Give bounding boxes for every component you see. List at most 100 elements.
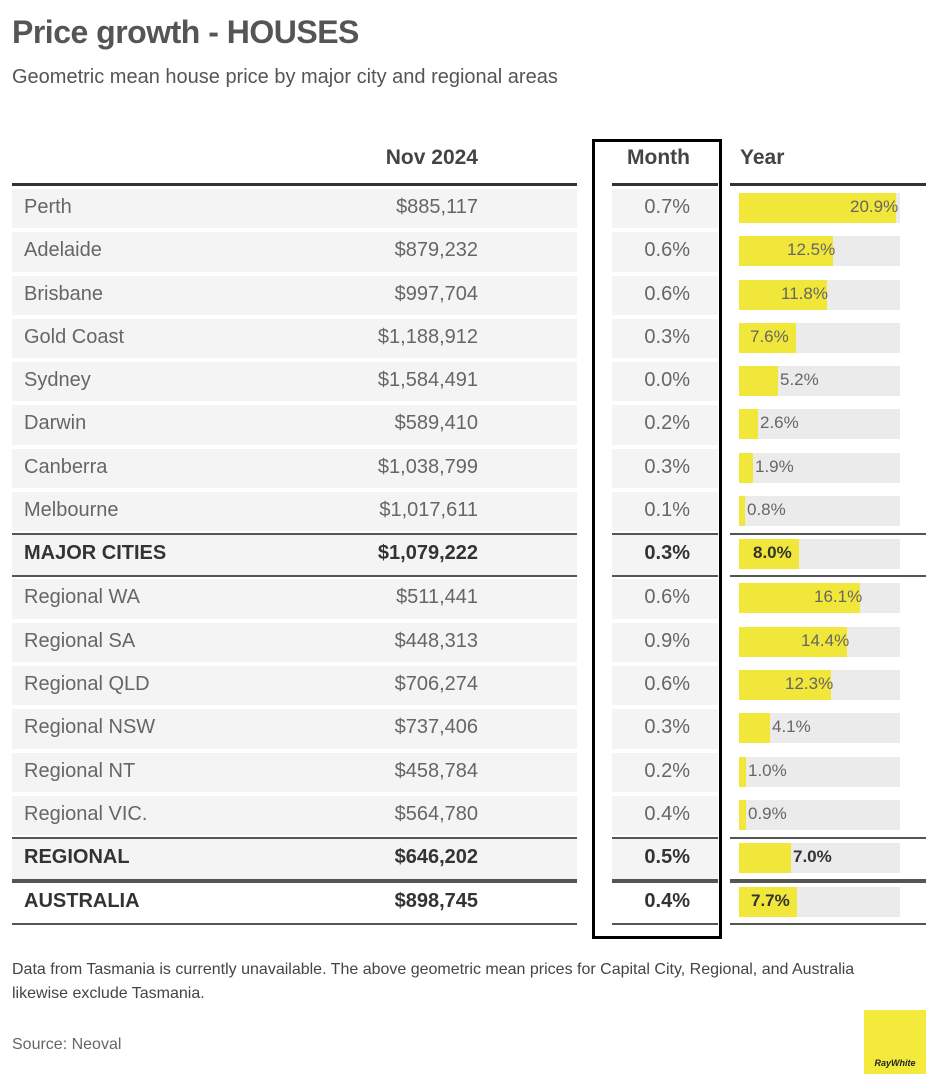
year-bar-track: 7.0% (739, 843, 900, 874)
table-row: Melbourne $1,017,611 0.1% 0.8% (12, 490, 926, 533)
region-name: AUSTRALIA (24, 890, 140, 913)
region-name: Darwin (24, 412, 87, 435)
row-background (12, 795, 577, 836)
row-background (612, 189, 718, 229)
price-value: $1,038,799 (377, 455, 478, 478)
region-name: MAJOR CITIES (24, 542, 167, 565)
year-bar (739, 496, 745, 527)
region-name: Regional VIC. (24, 802, 148, 825)
year-bar (739, 887, 797, 918)
price-value: $737,406 (394, 716, 478, 739)
month-column-highlight (592, 139, 722, 939)
chart-subtitle: Geometric mean house price by major city… (12, 66, 558, 88)
year-bar (739, 626, 847, 657)
month-change: 0.9% (644, 629, 690, 652)
price-value: $511,441 (396, 586, 478, 609)
table-row: Darwin $589,410 0.2% 2.6% (12, 403, 926, 446)
month-change: 0.3% (644, 455, 690, 478)
total-separator (730, 879, 926, 882)
raywhite-logo: RayWhite (864, 1010, 926, 1074)
region-name: Regional SA (24, 629, 136, 652)
year-label: 7.6% (750, 326, 789, 346)
row-background (612, 232, 718, 272)
source-label: Source: Neoval (12, 1036, 122, 1053)
row-background (612, 665, 718, 706)
year-bar-track: 20.9% (739, 193, 900, 223)
year-bar-track: 11.8% (739, 279, 900, 310)
row-background (612, 405, 718, 445)
logo-text: RayWhite (874, 1058, 916, 1068)
row-background (612, 752, 718, 792)
row-background (612, 275, 718, 315)
row-background (12, 448, 577, 489)
header-rule-right (730, 183, 926, 186)
year-label: 16.1% (814, 587, 863, 607)
year-label: 11.8% (781, 283, 828, 303)
table-row: Brisbane $997,704 0.6% 11.8% (12, 274, 926, 317)
total-separator (612, 879, 718, 882)
price-value: $898,745 (394, 890, 478, 913)
header-year: Year (740, 146, 785, 169)
year-bar-track: 2.6% (739, 409, 900, 440)
year-bar (739, 843, 791, 874)
row-background (12, 839, 577, 880)
header-rule-left (12, 183, 577, 186)
year-bar-track: 5.2% (739, 366, 900, 397)
year-bar-track: 4.1% (739, 713, 900, 744)
total-separator (12, 923, 577, 926)
month-change: 0.6% (644, 282, 690, 305)
total-separator (730, 881, 926, 884)
table-row: Canberra $1,038,799 0.3% 1.9% (12, 447, 926, 490)
row-background (612, 318, 718, 359)
year-bar (739, 799, 746, 830)
total-separator (730, 837, 926, 840)
year-label: 0.9% (748, 803, 787, 823)
year-bar (739, 539, 799, 570)
price-value: $1,188,912 (377, 325, 478, 348)
price-value: $448,313 (394, 629, 478, 652)
year-bar-track: 12.3% (739, 669, 900, 700)
table-row: Regional NSW $737,406 0.3% 4.1% (12, 707, 926, 750)
year-label: 7.7% (751, 891, 790, 911)
price-table: Perth $885,117 0.7% 20.9% Adelaide $879,232 0.… (12, 187, 926, 926)
month-change: 0.3% (644, 716, 690, 739)
year-bar-track: 7.6% (739, 322, 900, 353)
row-background (612, 492, 718, 532)
year-bar-track: 16.1% (739, 583, 900, 614)
total-separator (12, 879, 577, 882)
total-separator (612, 575, 718, 578)
price-value: $997,704 (394, 282, 478, 305)
year-label: 2.6% (760, 413, 799, 433)
total-separator (12, 575, 577, 578)
row-background (612, 362, 718, 402)
year-bar-track: 7.7% (739, 887, 900, 918)
row-background (612, 622, 718, 662)
year-bar (739, 193, 896, 223)
year-label: 12.3% (785, 673, 834, 693)
region-name: Brisbane (24, 282, 103, 305)
month-change: 0.6% (644, 239, 690, 262)
year-bar (739, 236, 833, 267)
table-row: Adelaide $879,232 0.6% 12.5% (12, 230, 926, 273)
table-row: Regional QLD $706,274 0.6% 12.3% (12, 664, 926, 707)
row-background (612, 839, 718, 880)
year-label: 20.9% (850, 197, 899, 216)
total-separator (12, 837, 577, 840)
total-separator (612, 837, 718, 840)
year-label: 14.4% (801, 630, 850, 650)
year-bar-track: 12.5% (739, 236, 900, 267)
table-row: Gold Coast $1,188,912 0.3% 7.6% (12, 317, 926, 360)
year-bar (739, 409, 758, 440)
row-background (612, 535, 718, 576)
region-name: Regional QLD (24, 672, 150, 695)
region-name: Gold Coast (24, 325, 125, 348)
month-change: 0.3% (644, 325, 690, 348)
price-value: $1,079,222 (377, 542, 478, 565)
table-row: Regional SA $448,313 0.9% 14.4% (12, 621, 926, 664)
table-row: Sydney $1,584,491 0.0% 5.2% (12, 360, 926, 403)
table-row: Regional VIC. $564,780 0.4% 0.9% (12, 794, 926, 837)
region-name: Adelaide (24, 239, 102, 262)
row-background (612, 795, 718, 836)
region-name: Regional WA (24, 586, 140, 609)
region-name: REGIONAL (24, 846, 130, 869)
